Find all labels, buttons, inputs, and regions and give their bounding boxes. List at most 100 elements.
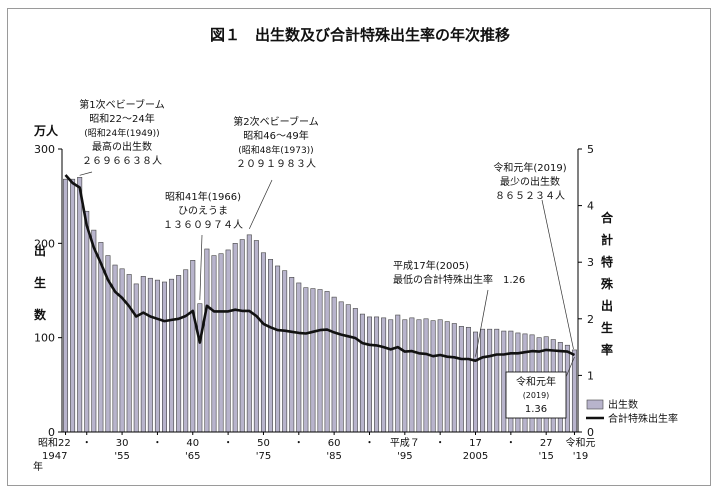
- right-tick-label: 3: [587, 256, 594, 269]
- leader-line: [565, 356, 575, 378]
- birth-bar: [260, 252, 266, 433]
- x-tick-label: ・: [294, 438, 304, 449]
- x-tick-label-western: '65: [185, 451, 200, 462]
- x-axis-unit: 年: [33, 460, 43, 473]
- birth-bar: [310, 288, 316, 433]
- birth-bar: [388, 319, 394, 433]
- right-tick-label: 5: [587, 143, 594, 156]
- birth-bar: [253, 240, 259, 433]
- birth-bar: [465, 326, 471, 433]
- tfr-line: [64, 174, 576, 363]
- annotation-first-baby-boom: 昭和22～24年: [89, 112, 154, 125]
- annotation-first-baby-boom: (昭和24年(1949)): [84, 127, 159, 139]
- annotation-second-baby-boom: (昭和48年(1973)): [238, 144, 313, 156]
- x-tick-label: 27: [540, 438, 553, 449]
- birth-bar: [218, 253, 224, 433]
- x-tick-label-western: '55: [114, 451, 129, 462]
- right-axis-label-char: 生: [601, 320, 613, 335]
- annotation-min-births: 最少の出生数: [500, 175, 560, 188]
- right-tick-label: 2: [587, 313, 594, 326]
- birth-bar: [458, 326, 464, 433]
- leader-line: [199, 234, 203, 300]
- birth-bar: [338, 301, 344, 433]
- birth-bar: [275, 265, 281, 433]
- leader-line: [248, 179, 273, 229]
- birth-bar: [282, 270, 288, 433]
- legend-label-tfr: 合計特殊出生率: [608, 412, 678, 425]
- birth-bar: [225, 249, 231, 433]
- x-tick-label-western: '15: [538, 451, 553, 462]
- birth-bar: [423, 318, 429, 433]
- birth-bar: [494, 328, 500, 433]
- annotation-min-tfr: 最低の合計特殊出生率 1.26: [393, 273, 525, 286]
- birth-bar: [480, 328, 486, 433]
- annotation-2019-tfr: 1.36: [525, 404, 547, 415]
- right-axis-label-char: 率: [601, 342, 613, 357]
- x-tick-label-western: '85: [326, 451, 341, 462]
- birth-bar: [162, 281, 167, 433]
- right-axis-label-char: 計: [601, 232, 613, 247]
- x-tick-label: 令和元: [565, 436, 595, 449]
- right-tick-label: 1: [587, 369, 594, 382]
- birth-bar: [133, 283, 139, 433]
- birth-bar: [211, 255, 217, 433]
- birth-bar: [296, 282, 302, 433]
- birth-bar: [154, 279, 160, 433]
- left-axis-label-char: 数: [34, 307, 47, 322]
- birth-bar: [501, 330, 507, 433]
- birth-bar: [331, 296, 337, 433]
- annotation-second-baby-boom: ２０９１９８３人: [236, 158, 316, 170]
- birth-bar: [374, 316, 380, 433]
- birth-bar: [77, 177, 83, 433]
- birth-bar: [91, 229, 97, 433]
- annotation-hinoeuma: １３６０９７４人: [163, 219, 243, 231]
- birth-bar: [70, 178, 76, 433]
- left-tick-label: 0: [48, 426, 55, 439]
- right-axis-label-char: 殊: [600, 276, 614, 291]
- birth-bar: [169, 278, 175, 433]
- x-tick-label: ・: [152, 438, 162, 449]
- birth-bar: [176, 275, 182, 433]
- right-tick-label: 0: [587, 426, 594, 439]
- x-tick-label: ・: [223, 438, 233, 449]
- x-tick-label-western: 1947: [42, 451, 67, 462]
- x-tick-label: 40: [186, 438, 199, 449]
- birth-bar: [303, 287, 309, 433]
- annotation-2019-tfr: 令和元年: [516, 375, 556, 388]
- birth-bar: [84, 210, 90, 433]
- left-tick-label: 100: [34, 332, 55, 345]
- left-tick-label: 300: [34, 143, 55, 156]
- birth-bar: [437, 319, 443, 433]
- x-tick-label: ・: [506, 438, 516, 449]
- x-tick-label: 昭和22: [38, 437, 71, 449]
- birth-bar: [63, 178, 69, 433]
- birth-bar: [345, 304, 351, 433]
- birth-bar: [190, 260, 196, 433]
- left-axis-label-char: 出: [34, 243, 46, 258]
- right-tick-label: 4: [587, 200, 594, 213]
- annotation-min-tfr: 平成17年(2005): [393, 259, 469, 272]
- x-tick-label-western: '75: [256, 451, 271, 462]
- birth-bar: [409, 317, 415, 433]
- right-axis-label-char: 合: [601, 210, 614, 225]
- left-axis-label-char: 生: [34, 275, 46, 290]
- birth-bar: [204, 248, 210, 433]
- birth-bar: [232, 243, 238, 433]
- birth-bar: [402, 319, 408, 433]
- annotation-2019-box: [505, 371, 567, 419]
- x-tick-label: 30: [116, 438, 129, 449]
- annotation-hinoeuma: ひのえうま: [178, 205, 228, 217]
- leader-line: [475, 289, 489, 357]
- x-tick-label: ・: [364, 438, 374, 449]
- x-tick-label: ・: [82, 438, 92, 449]
- birth-bar: [381, 317, 387, 433]
- x-tick-label: 50: [257, 438, 270, 449]
- annotation-first-baby-boom: ２６９６６３８人: [82, 155, 162, 167]
- right-axis-label-char: 出: [601, 298, 613, 313]
- leader-line: [79, 171, 93, 176]
- birth-bar: [317, 289, 323, 433]
- birth-bar: [487, 328, 493, 433]
- x-tick-label: 17: [469, 438, 482, 449]
- annotation-min-births: 令和元年(2019): [493, 161, 566, 174]
